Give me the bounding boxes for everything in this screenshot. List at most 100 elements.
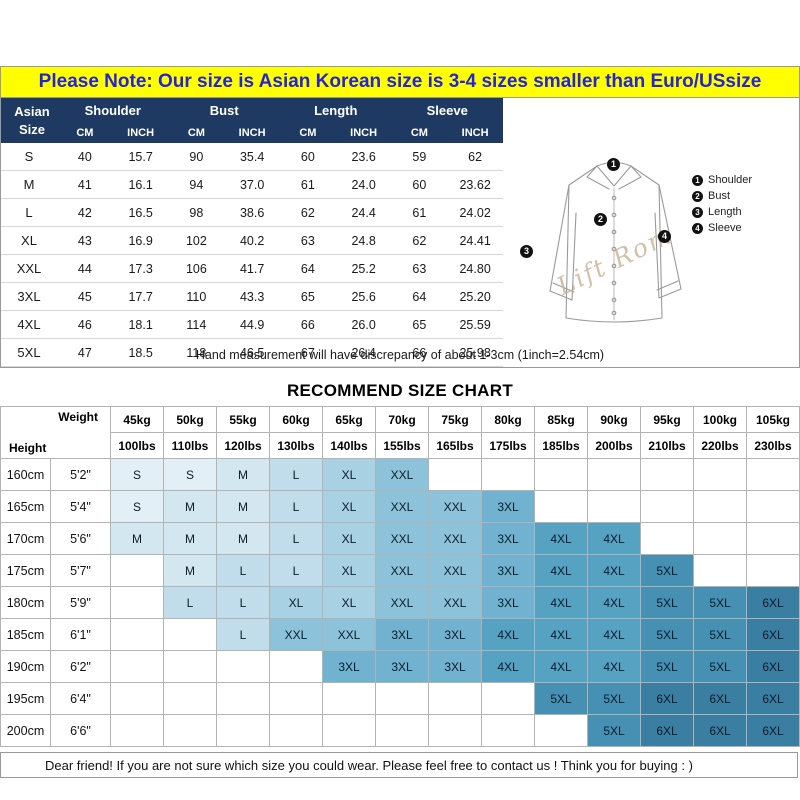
size-cell-empty xyxy=(375,682,429,715)
height-row: 170cm 5'6" M M M L XL XXL XXL 3XL 4XL 4XL xyxy=(0,522,800,555)
size-cell: XXL xyxy=(269,618,323,651)
unit-header-cm: CM xyxy=(57,122,113,143)
size-cell: XXL xyxy=(428,490,482,523)
size-cell-empty xyxy=(375,714,429,747)
size-cell-empty xyxy=(534,458,588,491)
measurement-value: 26.4 xyxy=(335,338,392,367)
measurement-value: 62 xyxy=(391,226,448,255)
size-cell-empty xyxy=(746,458,800,491)
size-cell: 3XL xyxy=(428,650,482,683)
size-cell-empty xyxy=(746,490,800,523)
measurement-value: 67 xyxy=(280,338,336,367)
size-cell: XXL xyxy=(375,490,429,523)
size-table-row: S 40 15.7 90 35.4 60 23.6 59 62 xyxy=(1,143,503,171)
weight-lbs-header: 165lbs xyxy=(428,432,482,459)
unit-header-cm: CM xyxy=(168,122,225,143)
size-cell: 6XL xyxy=(693,682,747,715)
weight-lbs-header: 140lbs xyxy=(322,432,376,459)
size-cell-empty xyxy=(693,458,747,491)
size-cell: 5XL xyxy=(587,714,641,747)
size-cell: L xyxy=(269,554,323,587)
weight-kg-header: 50kg xyxy=(163,406,217,433)
unit-header-inch: INCH xyxy=(447,122,503,143)
group-header-shoulder: Shoulder xyxy=(57,98,169,122)
weight-lbs-header: 210lbs xyxy=(640,432,694,459)
measurement-value: 63 xyxy=(280,226,336,255)
measurement-value: 62 xyxy=(280,198,336,227)
legend-number-badge: 2 xyxy=(692,190,703,202)
measurement-value: 15.7 xyxy=(112,143,169,171)
measurement-value: 25.2 xyxy=(335,254,392,283)
weight-lbs-header: 185lbs xyxy=(534,432,588,459)
size-cell-empty xyxy=(163,714,217,747)
size-cell: L xyxy=(216,586,270,619)
size-cell: XL xyxy=(322,522,376,555)
size-cell-empty xyxy=(428,682,482,715)
height-cm: 165cm xyxy=(0,490,51,523)
measurement-value: 64 xyxy=(391,282,448,311)
size-cell: 6XL xyxy=(640,682,694,715)
weight-kg-header: 105kg xyxy=(746,406,800,433)
measurement-value: 37.0 xyxy=(224,170,280,199)
size-cell: 6XL xyxy=(693,714,747,747)
size-label: L xyxy=(1,198,57,227)
size-label: 3XL xyxy=(1,282,57,311)
size-cell-empty xyxy=(110,650,164,683)
unit-header-cm: CM xyxy=(391,122,448,143)
measurement-value: 45 xyxy=(57,282,113,311)
size-cell: 6XL xyxy=(746,714,800,747)
recommend-size-table: Weight Height 45kg 50kg 55kg 60kg 65kg 70kg 75… xyxy=(0,406,800,747)
shirt-measure-badge-2: 2 xyxy=(594,213,607,226)
measurement-value: 25.20 xyxy=(447,282,503,311)
group-header-sleeve: Sleeve xyxy=(391,98,503,122)
size-cell: L xyxy=(269,458,323,491)
measurement-value: 60 xyxy=(280,143,336,171)
measurement-value: 46.5 xyxy=(224,338,280,367)
legend-item: 2 Bust xyxy=(692,190,752,202)
size-cell-empty xyxy=(481,682,535,715)
unit-header-inch: INCH xyxy=(335,122,392,143)
size-cell: 5XL xyxy=(587,682,641,715)
size-cell: 4XL xyxy=(587,650,641,683)
size-cell: XL xyxy=(322,458,376,491)
weight-lbs-header: 130lbs xyxy=(269,432,323,459)
size-cell: 5XL xyxy=(640,650,694,683)
corner-weight-label: Weight xyxy=(58,410,98,424)
measurement-value: 61 xyxy=(280,170,336,199)
asian-size-header: Asian Size xyxy=(1,98,57,143)
measurement-value: 61 xyxy=(391,198,448,227)
size-cell-empty xyxy=(269,714,323,747)
measurement-value: 47 xyxy=(57,338,113,367)
size-cell-empty xyxy=(428,714,482,747)
measurement-value: 118 xyxy=(168,338,225,367)
height-ft: 6'2" xyxy=(50,650,111,683)
size-cell-empty xyxy=(110,682,164,715)
size-cell-empty xyxy=(640,458,694,491)
height-cm: 180cm xyxy=(0,586,51,619)
size-cell: XL xyxy=(322,490,376,523)
size-cell-empty xyxy=(693,522,747,555)
legend-item: 3 Length xyxy=(692,206,752,218)
size-cell: 5XL xyxy=(640,586,694,619)
measurement-value: 44 xyxy=(57,254,113,283)
size-cell-empty xyxy=(322,714,376,747)
contact-note: Dear friend! If you are not sure which s… xyxy=(0,752,798,778)
size-cell: XXL xyxy=(428,554,482,587)
measurement-value: 98 xyxy=(168,198,225,227)
weight-lbs-header: 230lbs xyxy=(746,432,800,459)
measurement-value: 25.59 xyxy=(447,310,503,339)
size-cell: S xyxy=(110,490,164,523)
measurement-value: 16.1 xyxy=(112,170,169,199)
recommend-chart-title: RECOMMEND SIZE CHART xyxy=(286,381,514,400)
size-cell: 3XL xyxy=(375,618,429,651)
size-cell-empty xyxy=(110,554,164,587)
size-cell: XXL xyxy=(375,586,429,619)
size-table-row: XXL 44 17.3 106 41.7 64 25.2 63 24.80 xyxy=(1,254,503,283)
size-cell-empty xyxy=(693,490,747,523)
size-cell-empty xyxy=(163,618,217,651)
measurement-value: 65 xyxy=(280,282,336,311)
size-cell: 3XL xyxy=(428,618,482,651)
size-cell: 4XL xyxy=(534,618,588,651)
measurement-value: 114 xyxy=(168,310,225,339)
measurement-value: 24.0 xyxy=(335,170,392,199)
